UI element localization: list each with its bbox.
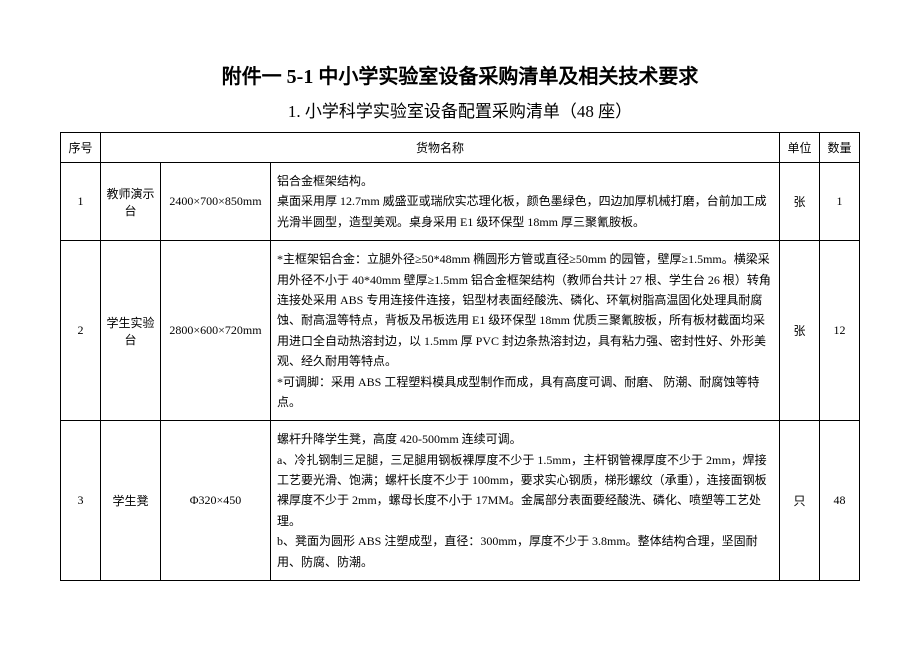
header-unit: 单位 [780, 133, 820, 163]
cell-desc: 铝合金框架结构。桌面采用厚 12.7mm 威盛亚或瑞欣实芯理化板，颜色墨绿色，四… [271, 163, 780, 241]
cell-qty: 1 [820, 163, 860, 241]
cell-seq: 3 [61, 421, 101, 581]
procurement-table: 序号 货物名称 单位 数量 1 教师演示台 2400×700×850mm 铝合金… [60, 132, 860, 581]
cell-unit: 张 [780, 163, 820, 241]
cell-name2: 2800×600×720mm [161, 241, 271, 421]
table-row: 1 教师演示台 2400×700×850mm 铝合金框架结构。桌面采用厚 12.… [61, 163, 860, 241]
table-header-row: 序号 货物名称 单位 数量 [61, 133, 860, 163]
cell-name2: 2400×700×850mm [161, 163, 271, 241]
cell-name1: 学生实验台 [101, 241, 161, 421]
header-seq: 序号 [61, 133, 101, 163]
header-name: 货物名称 [101, 133, 780, 163]
cell-desc: 螺杆升降学生凳，高度 420-500mm 连续可调。a、冷扎钢制三足腿，三足腿用… [271, 421, 780, 581]
cell-seq: 2 [61, 241, 101, 421]
cell-desc: *主框架铝合金：立腿外径≥50*48mm 椭圆形方管或直径≥50mm 的园管，壁… [271, 241, 780, 421]
cell-name1: 学生凳 [101, 421, 161, 581]
cell-qty: 12 [820, 241, 860, 421]
cell-unit: 张 [780, 241, 820, 421]
cell-name1: 教师演示台 [101, 163, 161, 241]
cell-seq: 1 [61, 163, 101, 241]
cell-unit: 只 [780, 421, 820, 581]
document-title: 附件一 5-1 中小学实验室设备采购清单及相关技术要求 [60, 60, 860, 89]
header-qty: 数量 [820, 133, 860, 163]
document-subtitle: 1. 小学科学实验室设备配置采购清单（48 座） [60, 97, 860, 122]
cell-name2: Φ320×450 [161, 421, 271, 581]
cell-qty: 48 [820, 421, 860, 581]
table-row: 3 学生凳 Φ320×450 螺杆升降学生凳，高度 420-500mm 连续可调… [61, 421, 860, 581]
table-row: 2 学生实验台 2800×600×720mm *主框架铝合金：立腿外径≥50*4… [61, 241, 860, 421]
